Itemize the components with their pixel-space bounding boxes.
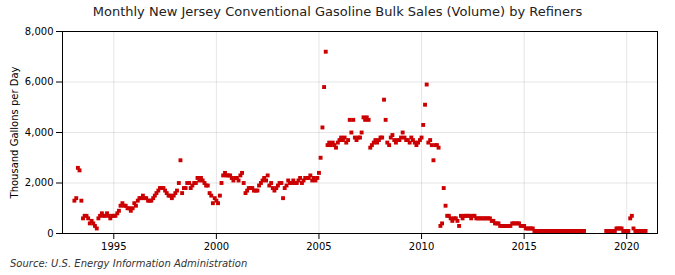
- svg-text:0: 0: [47, 228, 53, 239]
- svg-text:6,000: 6,000: [25, 76, 54, 87]
- svg-text:1995: 1995: [101, 241, 126, 252]
- html-text:Monthly New Jersey Conventiona: Monthly New Jersey Conventional Gasoline…: [92, 4, 583, 19]
- svg-text:2015: 2015: [511, 241, 536, 252]
- svg-text:2005: 2005: [306, 241, 331, 252]
- svg-text:2010: 2010: [409, 241, 434, 252]
- svg-text:8,000: 8,000: [25, 26, 54, 37]
- svg-text:4,000: 4,000: [25, 127, 54, 138]
- html-text:Source: U.S. Energy Informatio: Source: U.S. Energy Information Administ…: [10, 258, 248, 269]
- svg-text:2020: 2020: [614, 241, 639, 252]
- svg-text:2,000: 2,000: [25, 177, 54, 188]
- svg-text:2000: 2000: [204, 241, 229, 252]
- svg-text:Thousand Gallons per Day: Thousand Gallons per Day: [9, 66, 20, 199]
